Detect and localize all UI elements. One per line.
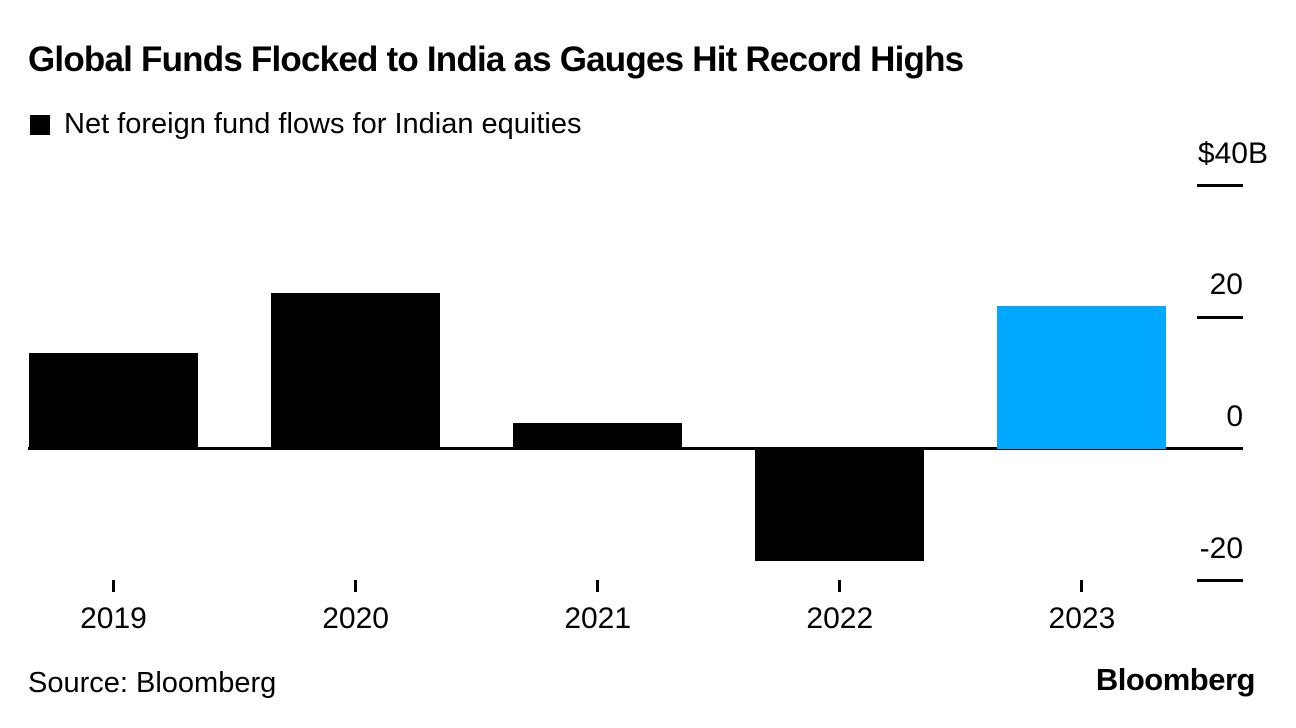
x-axis-label-2021: 2021	[564, 602, 632, 635]
y-axis-label-0: 0	[1226, 400, 1243, 433]
source-note: Source: Bloomberg	[28, 667, 277, 699]
x-axis-label-2023: 2023	[1048, 602, 1116, 635]
bloomberg-logo: Bloomberg	[1095, 662, 1256, 697]
y-axis-label--20: -20	[1199, 531, 1243, 565]
bar-2023	[997, 306, 1167, 449]
legend-swatch-icon	[30, 114, 50, 135]
y-axis-tick-dash--20	[1197, 579, 1243, 583]
x-axis-tick-2023	[1080, 580, 1084, 592]
y-axis-tick-dash-40	[1197, 184, 1243, 188]
x-axis-tick-2021	[596, 580, 600, 592]
x-axis-label-2019: 2019	[80, 602, 147, 635]
x-axis-tick-2019	[112, 580, 115, 592]
bar-2019	[29, 352, 198, 449]
y-axis-label-20: 20	[1209, 268, 1243, 302]
bar-2022	[755, 449, 925, 561]
chart-title: Global Funds Flocked to India as Gauges …	[28, 40, 964, 79]
bar-2020	[271, 293, 441, 449]
bar-2021	[513, 422, 683, 449]
y-axis-tick-dash-20	[1197, 315, 1243, 319]
x-axis-label-2022: 2022	[806, 602, 874, 635]
x-axis-tick-2020	[354, 580, 358, 592]
x-axis-tick-2022	[838, 580, 842, 592]
legend-label: Net foreign fund flows for Indian equiti…	[64, 108, 582, 140]
x-axis-label-2020: 2020	[322, 602, 389, 635]
legend: Net foreign fund flows for Indian equiti…	[30, 110, 581, 139]
y-axis-label-40: $40B	[1197, 136, 1268, 170]
